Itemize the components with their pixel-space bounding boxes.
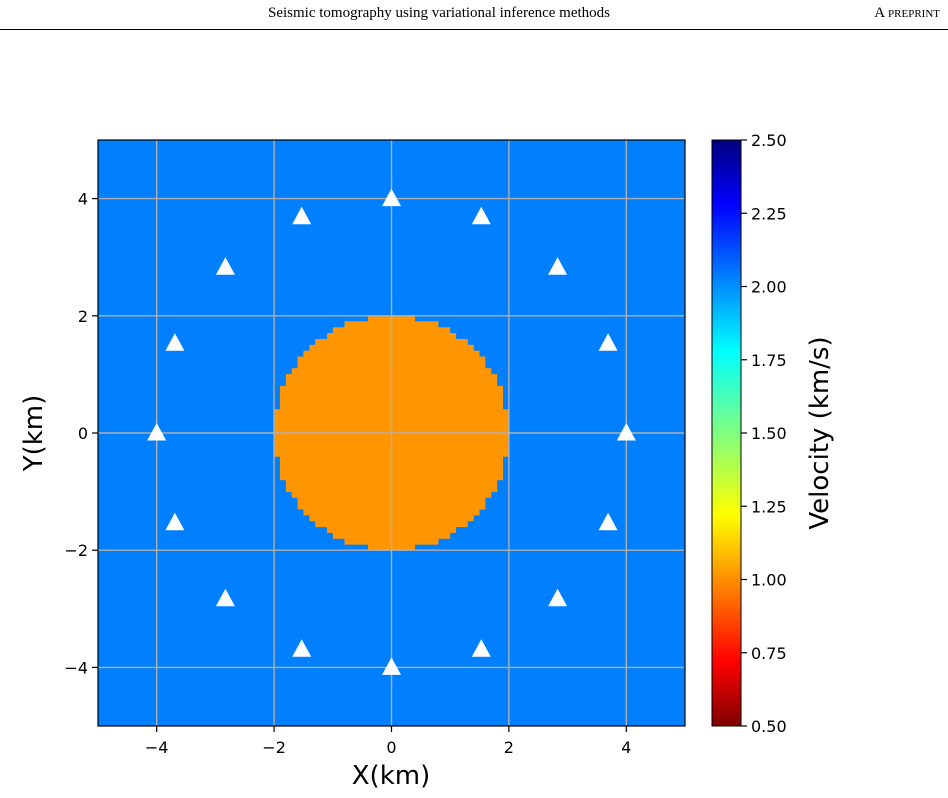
colorbar-tick-label: 1.50 (751, 424, 787, 443)
x-tick-label: −2 (262, 738, 286, 757)
y-tick-label: 0 (78, 424, 88, 443)
station-marker (215, 588, 235, 607)
station-marker (165, 333, 185, 351)
y-axis-ticks: −4 −2 0 2 4 (64, 190, 98, 677)
station-marker (471, 639, 491, 657)
colorbar-ticks: 0.50 0.75 1.00 1.25 1.50 1.75 2.00 2.25 2.50 (741, 131, 787, 736)
station-marker (471, 206, 491, 225)
running-header: Seismic tomography using variational inf… (0, 0, 948, 30)
station-marker (165, 512, 185, 531)
colorbar-tick-label: 2.50 (751, 131, 787, 150)
colorbar-tick-label: 0.50 (751, 717, 787, 736)
station-markers (147, 188, 636, 675)
colorbar-tick-label: 1.75 (751, 351, 787, 370)
station-marker (598, 333, 618, 351)
colorbar-tick-label: 1.25 (751, 497, 787, 516)
colorbar: 0.50 0.75 1.00 1.25 1.50 1.75 2.00 2.25 2.50 Vel… (711, 131, 835, 736)
station-marker (215, 257, 235, 275)
x-tick-label: −4 (145, 738, 169, 757)
x-tick-label: 2 (504, 738, 514, 757)
station-marker (616, 423, 636, 441)
station-marker (548, 588, 568, 607)
x-axis-label: X(km) (352, 761, 430, 791)
x-tick-label: 0 (386, 738, 396, 757)
station-marker (548, 257, 568, 275)
x-axis-ticks: −4 −2 0 2 4 (145, 726, 631, 757)
station-marker (147, 423, 167, 441)
running-header-title: Seismic tomography using variational inf… (268, 5, 610, 21)
x-tick-label: 4 (621, 738, 631, 757)
station-marker (382, 657, 401, 675)
plot-area (97, 139, 686, 727)
colorbar-tick-label: 0.75 (751, 644, 787, 663)
station-marker (292, 639, 312, 657)
y-axis-label: Y(km) (19, 395, 49, 473)
y-tick-label: −4 (64, 658, 88, 677)
running-header-tag: A preprint (874, 5, 940, 21)
colorbar-gradient (711, 139, 742, 727)
y-tick-label: 2 (78, 307, 88, 326)
station-marker (382, 188, 401, 207)
colorbar-tick-label: 1.00 (751, 571, 787, 590)
y-tick-label: −2 (64, 541, 88, 560)
station-marker (292, 206, 312, 225)
station-marker (598, 512, 618, 531)
colorbar-tick-label: 2.00 (751, 278, 787, 297)
colorbar-label: Velocity (km/s) (805, 336, 835, 529)
colorbar-tick-label: 2.25 (751, 204, 787, 223)
y-tick-label: 4 (78, 190, 88, 209)
